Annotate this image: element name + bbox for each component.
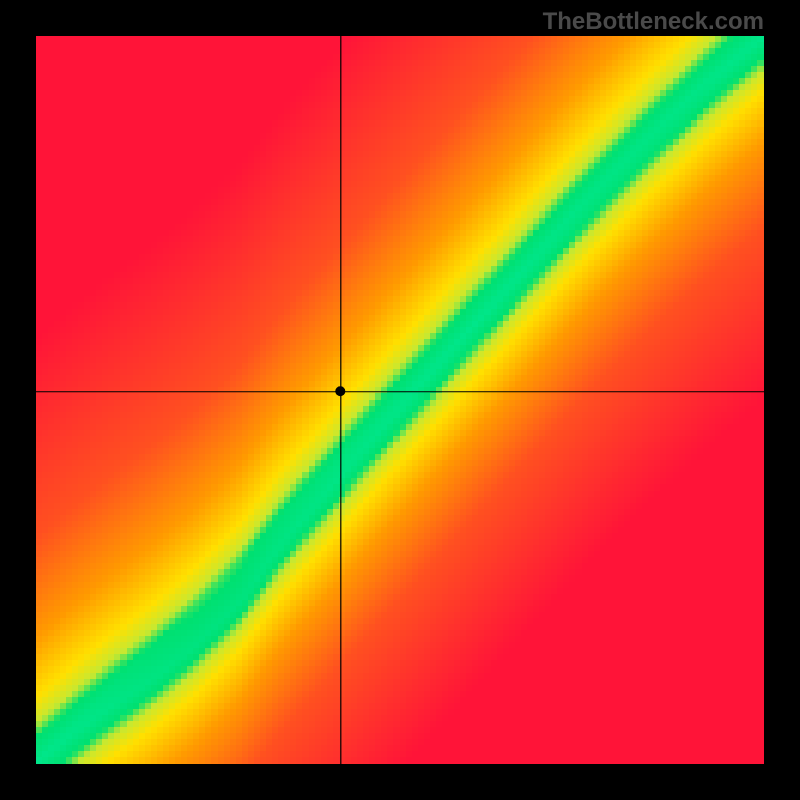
bottleneck-heatmap [36, 36, 764, 764]
watermark-text: TheBottleneck.com [543, 8, 764, 36]
chart-container: TheBottleneck.com [0, 0, 800, 800]
